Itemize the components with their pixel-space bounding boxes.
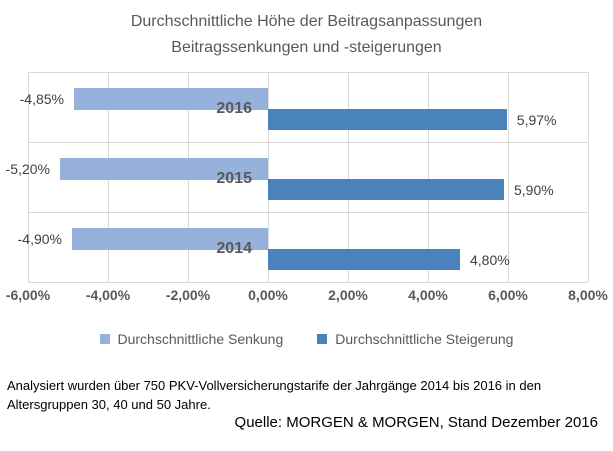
bar-senkung-2016 [74,88,268,110]
x-axis-tick-label: -4,00% [85,287,131,303]
value-label-steigerung-2015: 5,90% [514,182,554,198]
value-label-senkung-2016: -4,85% [19,91,64,107]
footer-source: Quelle: MORGEN & MORGEN, Stand Dezember … [234,414,598,431]
legend-swatch-steigerung-icon [317,334,328,344]
footer-analysis-line2: Altersgruppen 30, 40 und 50 Jahre. [7,397,211,412]
x-axis-tick-label: 8,00% [568,287,608,303]
gridline-vertical [507,72,509,282]
x-axis-tick-label: 4,00% [408,287,448,303]
bar-senkung-2015 [60,158,268,180]
x-axis-tick-label: -2,00% [165,287,211,303]
x-axis-tick-label: 2,00% [328,287,368,303]
gridline-vertical [587,72,589,282]
x-axis-tick-label: 6,00% [488,287,528,303]
chart-title-line2: Beitragssenkungen und -steigerungen [171,39,442,56]
x-axis-tick-label: 0,00% [248,287,288,303]
bar-steigerung-2015 [268,179,504,200]
category-label-2014: 2014 [216,240,252,257]
legend-item-steigerung: Durchschnittliche Steigerung [317,331,513,347]
gridline-vertical [27,72,29,282]
bar-steigerung-2014 [268,249,460,270]
chart-legend: Durchschnittliche Senkung Durchschnittli… [0,331,613,347]
gridline-vertical [427,72,429,282]
category-label-2016: 2016 [216,100,252,117]
legend-swatch-senkung-icon [99,334,110,344]
gridline-horizontal [28,281,588,283]
value-label-steigerung-2016: 5,97% [516,112,557,128]
gridline-vertical [267,72,269,282]
chart-title-line1: Durchschnittliche Höhe der Beitragsanpas… [130,13,483,30]
chart-title: Durchschnittliche Höhe der Beitragsanpas… [0,9,613,61]
legend-label-steigerung: Durchschnittliche Steigerung [335,331,514,347]
legend-label-senkung: Durchschnittliche Senkung [117,331,284,347]
bar-steigerung-2016 [268,109,507,130]
legend-item-senkung: Durchschnittliche Senkung [99,331,284,347]
category-label-2015: 2015 [216,170,252,187]
gridline-vertical [347,72,349,282]
value-label-steigerung-2014: 4,80% [470,252,510,268]
value-label-senkung-2014: -4,90% [17,231,62,247]
gridline-horizontal [28,71,588,73]
bar-senkung-2014 [72,228,268,250]
gridline-horizontal [28,211,588,213]
value-label-senkung-2015: -5,20% [5,161,50,177]
gridline-horizontal [28,141,588,143]
footer-analysis-line1: Analysiert wurden über 750 PKV-Vollversi… [7,378,542,393]
x-axis-tick-label: -6,00% [5,287,51,303]
